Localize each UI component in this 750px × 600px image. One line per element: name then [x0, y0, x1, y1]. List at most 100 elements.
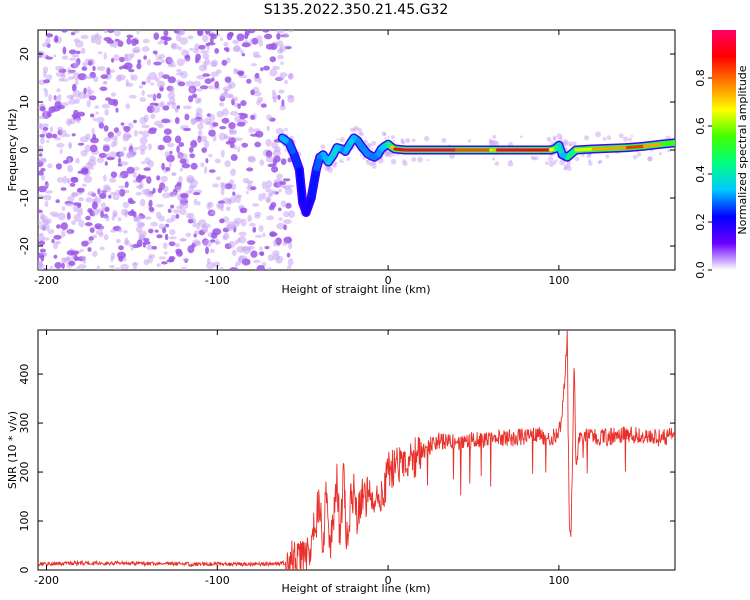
snr-series-line: [38, 330, 675, 570]
noise-blob: [61, 102, 69, 107]
noise-blob: [269, 231, 277, 238]
noise-blob: [103, 80, 108, 84]
noise-blob: [286, 252, 291, 258]
noise-blob: [48, 106, 56, 113]
noise-blob: [193, 241, 201, 247]
ridge-halo: [563, 164, 568, 168]
ridge-halo: [467, 139, 472, 143]
noise-blob: [117, 40, 124, 47]
noise-blob: [99, 193, 107, 199]
noise-blob: [67, 120, 73, 124]
noise-blob: [248, 126, 254, 134]
noise-blob: [67, 195, 75, 203]
noise-blob: [133, 166, 140, 171]
noise-blob: [76, 187, 85, 193]
noise-blob: [278, 89, 285, 94]
noise-blob: [287, 157, 292, 163]
ridge-halo: [636, 152, 642, 157]
noise-blob: [241, 53, 246, 57]
noise-blob: [201, 147, 207, 153]
noise-blob: [148, 127, 158, 132]
noise-blob: [247, 155, 255, 162]
ridge-halo: [392, 139, 396, 143]
noise-blob: [257, 96, 264, 103]
noise-blob: [109, 265, 115, 269]
noise-blob: [72, 202, 82, 206]
noise-blob: [245, 191, 249, 195]
ridge-halo: [556, 159, 559, 162]
ridge-halo: [572, 141, 577, 146]
ridge-halo: [423, 135, 430, 142]
y-tick-label: -20: [18, 237, 31, 255]
noise-blob: [87, 208, 93, 213]
noise-blob: [240, 49, 244, 54]
noise-blob: [125, 103, 131, 110]
noise-blob: [169, 229, 176, 236]
noise-blob: [283, 219, 292, 225]
noise-blob: [285, 202, 292, 209]
noise-blob: [45, 139, 50, 143]
noise-blob: [116, 130, 122, 137]
noise-blob: [187, 218, 194, 224]
noise-blob: [219, 218, 225, 224]
noise-blob: [179, 153, 188, 159]
noise-blob: [284, 79, 289, 85]
noise-blob: [95, 230, 104, 235]
noise-blob: [54, 96, 62, 102]
noise-blob: [183, 105, 192, 110]
noise-blob: [96, 66, 106, 71]
noise-blob: [250, 114, 255, 120]
noise-blob: [66, 178, 71, 183]
noise-blob: [170, 204, 175, 209]
noise-blob: [78, 264, 87, 269]
ridge-halo: [320, 144, 326, 150]
noise-blob: [55, 65, 65, 71]
noise-blob: [80, 34, 89, 40]
ridge-segment: [309, 167, 318, 200]
ridge-halo: [339, 159, 343, 163]
ridge-halo: [549, 140, 552, 143]
noise-blob: [118, 56, 125, 63]
noise-blob: [96, 157, 105, 164]
noise-blob: [247, 240, 256, 246]
noise-blob: [270, 202, 277, 208]
noise-blob: [276, 32, 281, 40]
ridge-halo: [647, 156, 653, 161]
noise-blob: [199, 135, 208, 142]
noise-blob: [215, 176, 222, 181]
ridge-segment: [297, 167, 305, 205]
noise-blob: [56, 142, 65, 148]
noise-blob: [214, 48, 220, 54]
noise-blob: [179, 201, 184, 210]
noise-blob: [183, 58, 191, 62]
ridge-halo: [367, 143, 373, 149]
noise-blob: [120, 263, 129, 270]
snr-panel: -200 -100 0 100 0 100 200 300 400 Height of stra…: [6, 329, 676, 595]
noise-blob: [62, 257, 71, 261]
noise-blob: [68, 99, 77, 105]
noise-blob: [148, 72, 158, 80]
noise-blob: [43, 194, 52, 201]
noise-blob: [83, 175, 93, 183]
noise-blob: [75, 157, 80, 164]
noise-blob: [262, 192, 266, 200]
noise-blob: [123, 146, 127, 151]
noise-blob: [100, 202, 107, 209]
noise-blob: [115, 107, 119, 113]
ridge-segment: [574, 147, 595, 152]
noise-blob: [252, 203, 260, 207]
noise-blob: [103, 215, 110, 219]
noise-blob: [181, 163, 191, 169]
noise-blob: [124, 53, 133, 62]
noise-blob: [141, 90, 145, 96]
noise-blob: [77, 142, 85, 146]
noise-blob: [133, 146, 140, 151]
noise-blob: [189, 153, 196, 159]
noise-blob: [160, 35, 169, 40]
noise-blob: [134, 39, 139, 45]
noise-blob: [252, 51, 260, 57]
noise-blob: [181, 49, 190, 56]
noise-blob: [133, 130, 139, 137]
noise-blob: [110, 229, 116, 233]
noise-blob: [104, 109, 109, 116]
